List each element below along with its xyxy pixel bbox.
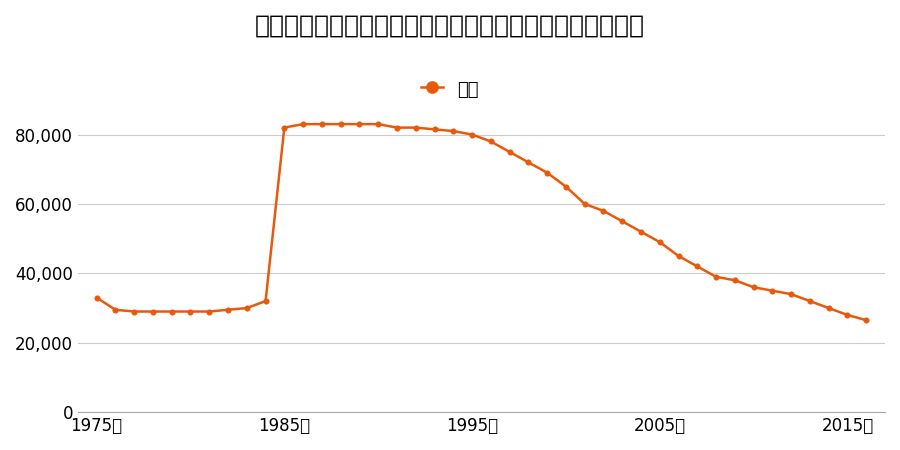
価格 [504,149,515,155]
価格 [711,274,722,279]
価格 [673,253,684,259]
価格 [654,239,665,245]
価格 [129,309,140,314]
価格 [635,229,646,234]
価格 [410,125,421,130]
価格 [222,307,233,312]
価格 [842,312,853,318]
Legend: 価格: 価格 [414,72,486,106]
価格 [523,160,534,165]
価格 [392,125,402,130]
価格 [729,278,740,283]
価格 [185,309,196,314]
価格 [542,170,553,176]
価格 [786,292,796,297]
Text: 山形県尾花沢市大字尾花沢字中町２４７８番１の地価推移: 山形県尾花沢市大字尾花沢字中町２４７８番１の地価推移 [255,14,645,37]
価格 [204,309,215,314]
価格 [466,132,477,137]
価格 [279,125,290,130]
価格 [166,309,177,314]
価格 [485,139,496,144]
価格 [448,128,459,134]
価格 [336,122,346,127]
価格 [317,122,328,127]
価格 [110,307,121,312]
価格 [148,309,158,314]
価格 [616,219,627,224]
価格 [805,298,815,304]
価格 [298,122,309,127]
価格 [354,122,364,127]
価格 [260,298,271,304]
価格 [598,208,608,214]
価格 [241,306,252,311]
価格 [692,264,703,269]
Line: 価格: 価格 [94,122,869,323]
価格 [429,126,440,132]
価格 [561,184,572,189]
価格 [860,318,871,323]
価格 [91,295,102,300]
価格 [373,122,383,127]
価格 [580,201,590,207]
価格 [767,288,778,293]
価格 [748,284,759,290]
価格 [824,306,834,311]
